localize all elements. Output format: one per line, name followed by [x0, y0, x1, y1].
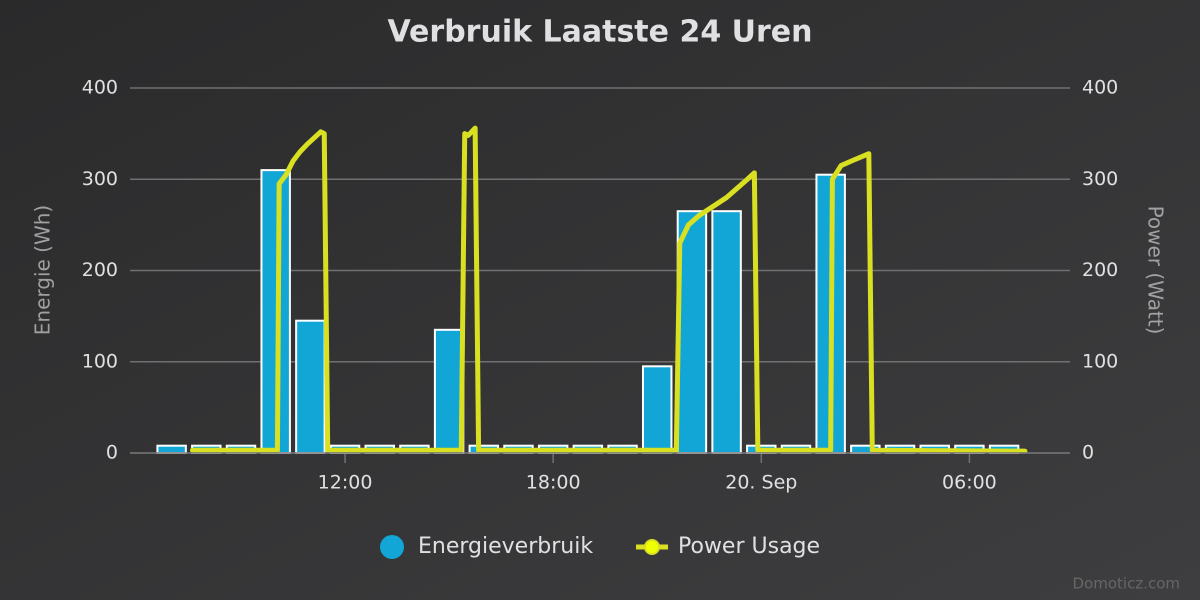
chart-title: Verbruik Laatste 24 Uren: [387, 15, 812, 50]
legend-label: Energieverbruik: [418, 534, 593, 559]
legend-label: Power Usage: [678, 534, 820, 559]
y-tick-label: 100: [82, 350, 118, 372]
y2-axis-title: Power (Watt): [1144, 206, 1168, 335]
y-tick-label: 300: [82, 168, 118, 190]
credits: Domoticz.com: [1073, 575, 1181, 593]
bar: [295, 319, 326, 454]
y2-tick-label: 0: [1082, 442, 1094, 464]
legend-symbol: [644, 539, 660, 555]
bar: [433, 328, 465, 454]
bar: [156, 444, 187, 455]
y2-tick-label: 300: [1082, 168, 1118, 190]
y2-tick-label: 200: [1082, 259, 1118, 281]
legend-symbol: [380, 535, 404, 559]
y-tick-label: 0: [106, 442, 118, 464]
bar: [642, 365, 673, 454]
y-tick-label: 200: [82, 259, 118, 281]
y-axis-title: Energie (Wh): [31, 205, 55, 335]
x-tick-label: 20. Sep: [725, 472, 797, 494]
x-tick-label: 18:00: [526, 472, 581, 494]
x-tick-label: 06:00: [942, 472, 997, 494]
x-tick-label: 12:00: [318, 472, 373, 494]
line: [189, 125, 1028, 454]
y2-tick-label: 400: [1082, 77, 1118, 99]
y-tick-label: 400: [82, 77, 118, 99]
bar: [676, 210, 708, 454]
bar: [711, 210, 742, 454]
y2-tick-label: 100: [1082, 350, 1118, 372]
